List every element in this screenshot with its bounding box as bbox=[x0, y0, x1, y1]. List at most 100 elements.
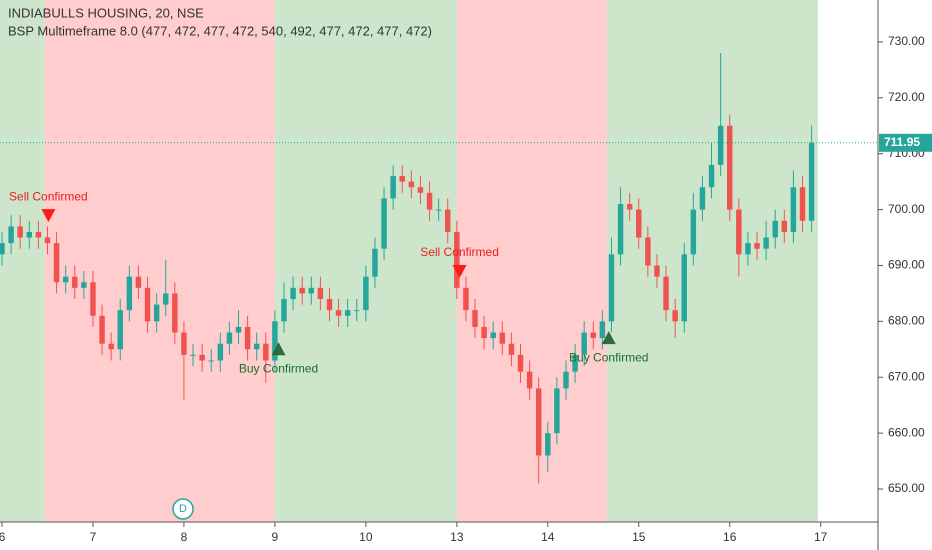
last-price-label: 711.95 bbox=[884, 135, 920, 149]
candle-body bbox=[190, 354, 196, 356]
x-tick-label: 7 bbox=[90, 530, 97, 544]
candle-body bbox=[508, 343, 515, 355]
candle-body bbox=[99, 315, 105, 344]
candle-body bbox=[745, 243, 751, 255]
candle-body bbox=[808, 142, 815, 221]
candle-body bbox=[654, 265, 660, 277]
candle-body bbox=[253, 343, 260, 350]
x-tick-label: 8 bbox=[181, 530, 188, 544]
candle-body bbox=[381, 198, 387, 249]
candle-body bbox=[772, 220, 778, 238]
candle-body bbox=[481, 326, 487, 339]
candle-body bbox=[244, 326, 251, 350]
buy-label: Buy Confirmed bbox=[569, 350, 648, 364]
candle-body bbox=[81, 282, 87, 288]
candle-body bbox=[8, 226, 14, 244]
x-tick-label: 14 bbox=[541, 530, 555, 544]
candle-body bbox=[62, 276, 69, 283]
candle-body bbox=[163, 293, 169, 305]
candle-body bbox=[681, 254, 687, 322]
candle-body bbox=[217, 343, 224, 361]
x-tick-label: 15 bbox=[632, 530, 646, 544]
candle-body bbox=[117, 310, 123, 350]
candle-body bbox=[672, 310, 678, 322]
candle-body bbox=[126, 276, 133, 311]
candle-body bbox=[545, 433, 551, 456]
candle-body bbox=[608, 254, 615, 322]
candle-body bbox=[354, 310, 360, 312]
candle-body bbox=[726, 125, 733, 210]
candle-body bbox=[781, 220, 788, 232]
y-tick-label: 660.00 bbox=[888, 425, 925, 439]
candle-body bbox=[690, 209, 697, 255]
candle-body bbox=[454, 231, 460, 288]
buy-signal bbox=[271, 342, 286, 356]
x-tick-label: 6 bbox=[0, 530, 6, 544]
buy-label: Buy Confirmed bbox=[239, 361, 318, 375]
event-marker-label: D bbox=[179, 503, 187, 515]
candle-body bbox=[290, 287, 296, 300]
candle-body bbox=[708, 164, 715, 188]
candle-body bbox=[308, 287, 315, 294]
candle-body bbox=[135, 276, 142, 288]
candle-body bbox=[372, 248, 378, 277]
candle-body bbox=[554, 388, 560, 434]
candle-body bbox=[335, 310, 342, 316]
plot-area bbox=[0, 0, 818, 522]
candle-body bbox=[144, 287, 151, 322]
y-tick-label: 690.00 bbox=[888, 258, 925, 272]
signal-zone bbox=[44, 0, 275, 522]
candle-body bbox=[299, 287, 305, 294]
candle-body bbox=[645, 237, 651, 266]
candle-body bbox=[563, 371, 569, 389]
candle-body bbox=[590, 332, 597, 339]
candle-body bbox=[663, 276, 669, 311]
candle-body bbox=[499, 332, 506, 344]
candle-body bbox=[317, 287, 324, 300]
y-tick-label: 720.00 bbox=[888, 90, 925, 104]
chart-subtitle: BSP Multimeframe 8.0 (477, 472, 477, 472… bbox=[8, 23, 432, 38]
candle-body bbox=[445, 209, 451, 232]
candle-body bbox=[490, 332, 496, 339]
candle-body bbox=[263, 343, 269, 361]
x-tick-label: 13 bbox=[450, 530, 464, 544]
candle-body bbox=[699, 187, 706, 210]
x-tick-label: 16 bbox=[723, 530, 737, 544]
candle-body bbox=[0, 243, 5, 255]
candle-body bbox=[272, 321, 278, 361]
candle-body bbox=[535, 388, 542, 456]
candle-body bbox=[90, 282, 96, 316]
candle-body bbox=[463, 287, 469, 311]
candle-body bbox=[636, 209, 642, 238]
candle-body bbox=[181, 332, 187, 355]
candle-body bbox=[526, 371, 533, 389]
candle-body bbox=[172, 293, 178, 333]
candle-body bbox=[26, 231, 33, 238]
candle-body bbox=[799, 187, 806, 221]
candle-body bbox=[581, 332, 587, 355]
candle-body bbox=[108, 343, 114, 350]
y-tick-label: 730.00 bbox=[888, 34, 925, 48]
signal-zone bbox=[0, 0, 45, 522]
candle-body bbox=[435, 209, 442, 211]
candle-body bbox=[599, 321, 606, 339]
candle-body bbox=[408, 181, 415, 188]
event-marker bbox=[172, 498, 194, 520]
signal-zone bbox=[456, 0, 607, 522]
chart-title: INDIABULLS HOUSING, 20, NSE bbox=[8, 5, 204, 20]
candle-body bbox=[617, 203, 624, 255]
y-tick-label: 680.00 bbox=[888, 314, 925, 328]
candle-body bbox=[17, 226, 23, 238]
candle-body bbox=[226, 332, 233, 344]
sell-label: Sell Confirmed bbox=[420, 245, 499, 259]
x-tick-label: 9 bbox=[272, 530, 279, 544]
candle-body bbox=[72, 276, 78, 288]
candle-body bbox=[754, 243, 760, 249]
candle-body bbox=[153, 304, 160, 322]
y-tick-label: 700.00 bbox=[888, 202, 925, 216]
sell-signal bbox=[452, 265, 467, 279]
x-tick-label: 10 bbox=[359, 530, 373, 544]
candle-body bbox=[344, 310, 351, 316]
candle-body bbox=[35, 231, 42, 238]
